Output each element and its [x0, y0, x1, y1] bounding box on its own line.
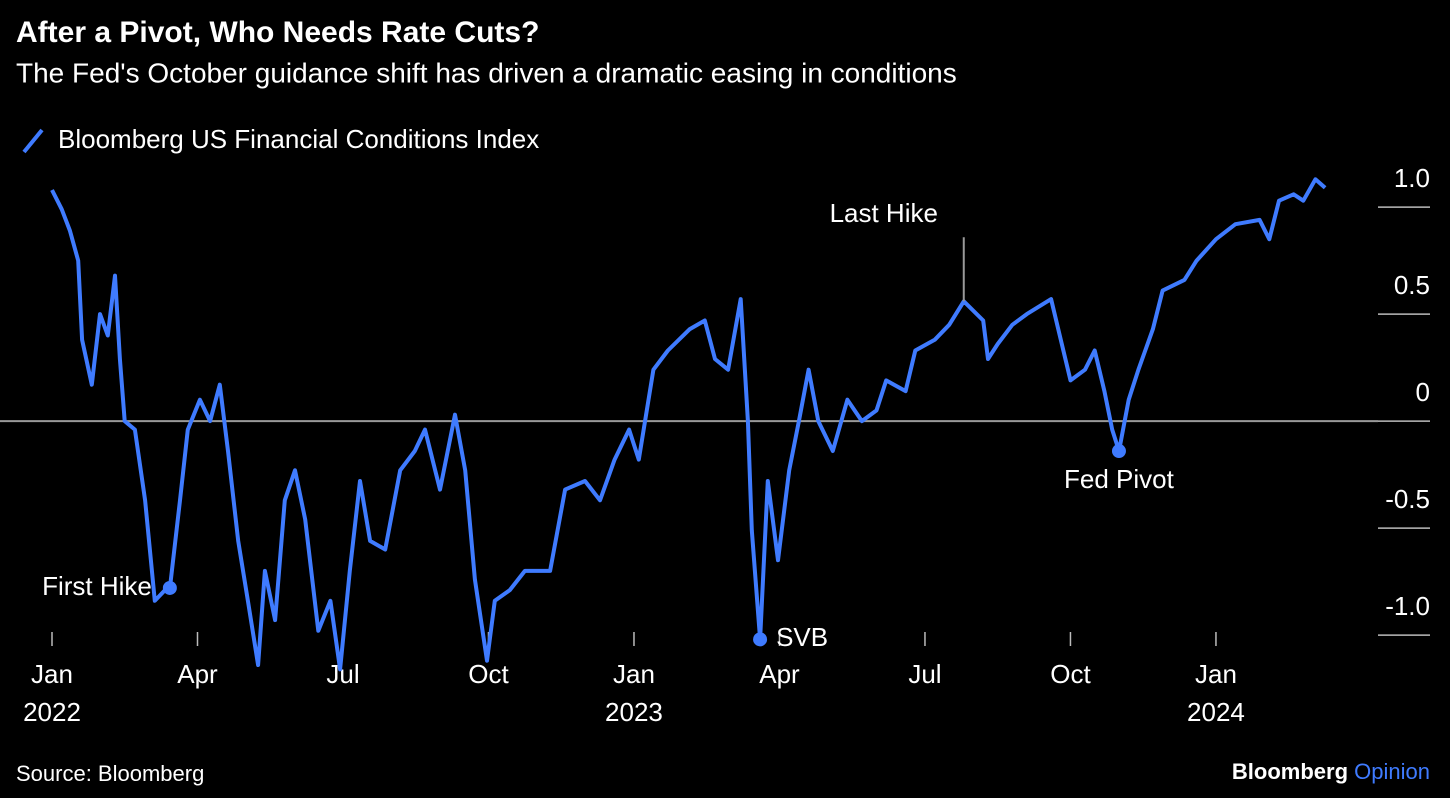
- x-year-label: 2023: [605, 697, 663, 727]
- annotation-label: SVB: [776, 622, 828, 652]
- x-tick-label: Oct: [468, 659, 509, 689]
- brand-sub: Opinion: [1354, 759, 1430, 784]
- annotation-label: First Hike: [42, 571, 152, 601]
- annotation-marker: [753, 632, 768, 647]
- x-tick-label: Jan: [31, 659, 73, 689]
- legend-swatch: [22, 128, 44, 154]
- series-line: [50, 177, 1327, 672]
- x-tick-label: Jul: [326, 659, 359, 689]
- x-year-label: 2022: [23, 697, 81, 727]
- annotation-label: Fed Pivot: [1064, 464, 1175, 494]
- brand: Bloomberg Opinion: [1232, 759, 1430, 784]
- y-tick-label: 1.0: [1394, 163, 1430, 193]
- legend-label: Bloomberg US Financial Conditions Index: [58, 124, 539, 154]
- x-tick-label: Oct: [1050, 659, 1091, 689]
- y-tick-label: -0.5: [1385, 484, 1430, 514]
- x-tick-label: Jan: [613, 659, 655, 689]
- y-tick-label: -1.0: [1385, 591, 1430, 621]
- annotation-label: Last Hike: [830, 198, 938, 228]
- chart-subtitle: The Fed's October guidance shift has dri…: [16, 57, 957, 88]
- x-tick-label: Jan: [1195, 659, 1237, 689]
- y-tick-label: 0: [1416, 377, 1430, 407]
- brand-name: Bloomberg: [1232, 759, 1348, 784]
- annotation-marker: [1111, 444, 1126, 459]
- y-tick-label: 0.5: [1394, 270, 1430, 300]
- x-tick-label: Jul: [908, 659, 941, 689]
- annotation-marker: [162, 580, 177, 595]
- x-tick-label: Apr: [759, 659, 800, 689]
- chart-title: After a Pivot, Who Needs Rate Cuts?: [16, 16, 539, 49]
- x-tick-label: Apr: [177, 659, 218, 689]
- source: Source: Bloomberg: [16, 761, 204, 786]
- x-year-label: 2024: [1187, 697, 1245, 727]
